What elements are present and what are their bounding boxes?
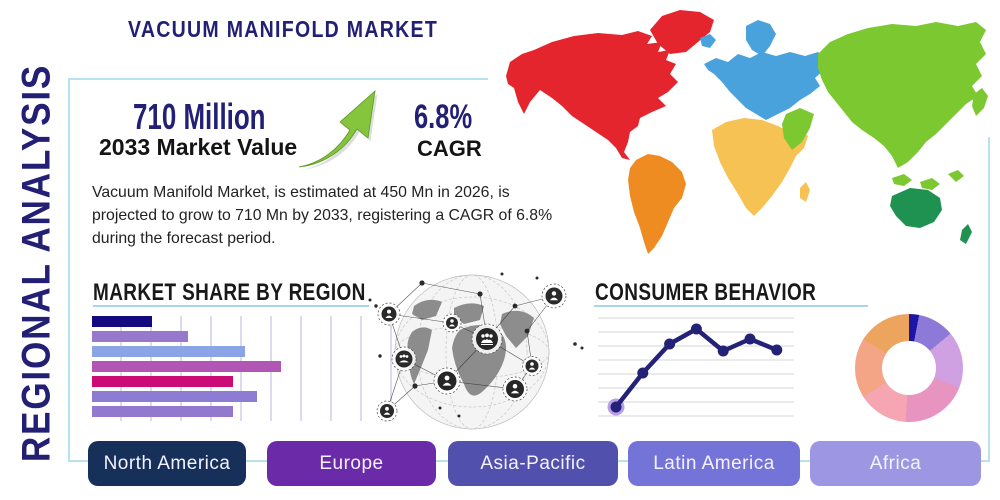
market-description: Vacuum Manifold Market, is estimated at … bbox=[92, 184, 553, 247]
continent-south-america bbox=[628, 154, 686, 254]
market-share-bar-chart bbox=[92, 316, 392, 421]
region-button-latin-america[interactable]: Latin America bbox=[628, 441, 800, 486]
donut-hole bbox=[882, 341, 936, 395]
frame-border-right bbox=[988, 137, 990, 462]
frame-border-left bbox=[68, 78, 70, 462]
line-chart-title-underline bbox=[594, 305, 868, 307]
consumer-behavior-line-chart bbox=[598, 317, 794, 417]
continent-north-america bbox=[506, 10, 714, 160]
bar-segment-0 bbox=[92, 316, 152, 327]
arrow-body bbox=[298, 89, 376, 168]
line-chart-title: CONSUMER BEHAVIOR bbox=[595, 279, 817, 306]
bar-segment-3 bbox=[92, 361, 281, 372]
continent-europe bbox=[700, 20, 828, 120]
continent-africa bbox=[712, 118, 810, 216]
region-button-africa[interactable]: Africa bbox=[810, 441, 981, 486]
network-dots bbox=[368, 272, 584, 418]
side-vertical-label: REGIONAL ANALYSIS bbox=[14, 63, 59, 463]
bar-segment-2 bbox=[92, 346, 245, 357]
region-donut-chart bbox=[855, 314, 963, 422]
bar-chart-title: MARKET SHARE BY REGION bbox=[93, 279, 366, 306]
market-value-stat: 710 Million bbox=[133, 96, 266, 137]
globe-network-illustration bbox=[368, 272, 584, 430]
frame-border-top bbox=[68, 78, 488, 80]
bar-chart-title-underline bbox=[93, 305, 369, 307]
region-button-north-america[interactable]: North America bbox=[88, 441, 246, 486]
bar-segment-1 bbox=[92, 331, 188, 342]
cagr-stat: 6.8% bbox=[414, 98, 473, 136]
page-title: VACUUM MANIFOLD MARKET bbox=[128, 16, 439, 42]
bar-segment-4 bbox=[92, 376, 233, 387]
continent-oceania bbox=[890, 188, 972, 244]
bar-segment-5 bbox=[92, 391, 257, 402]
region-button-europe[interactable]: Europe bbox=[267, 441, 436, 486]
region-button-asia-pacific[interactable]: Asia-Pacific bbox=[448, 441, 618, 486]
network-node-people bbox=[376, 283, 567, 422]
growth-arrow-icon bbox=[298, 89, 378, 170]
market-value-label: 2033 Market Value bbox=[99, 134, 298, 160]
cagr-label: CAGR bbox=[417, 136, 482, 161]
continent-asia bbox=[782, 22, 988, 190]
bar-segment-6 bbox=[92, 406, 233, 417]
world-map bbox=[506, 10, 988, 254]
